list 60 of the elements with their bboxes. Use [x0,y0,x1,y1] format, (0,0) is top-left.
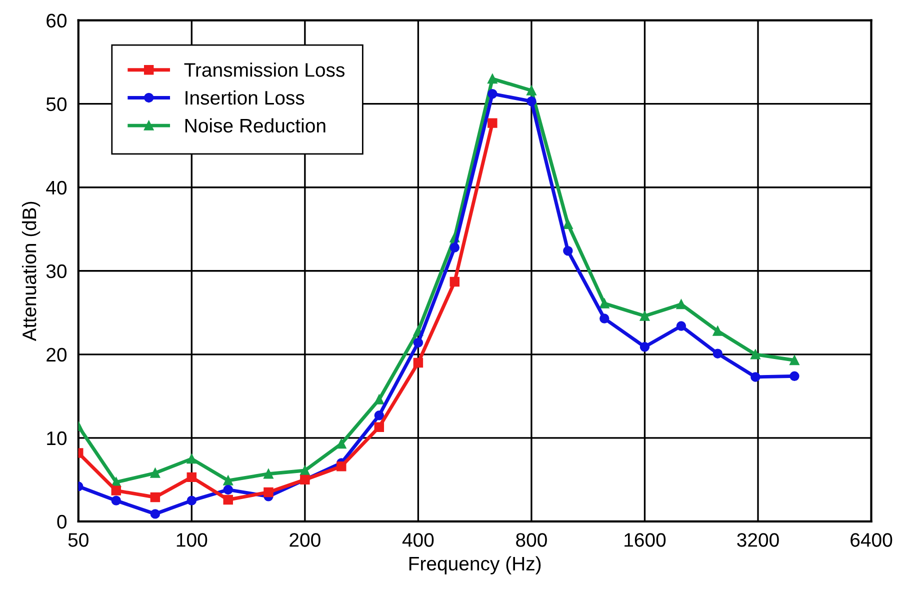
point [600,298,610,308]
point [600,314,610,324]
point [712,326,723,336]
point [186,472,197,482]
point [790,355,800,366]
x-tick-label: 800 [516,533,547,547]
point [150,468,160,478]
point [450,276,460,287]
point [223,484,233,495]
point [488,88,498,99]
legend-label: Noise Reduction [185,118,326,133]
x-tick-label: 100 [176,533,208,547]
y-tick-label: 30 [46,264,67,278]
y-tick-label: 60 [46,14,67,28]
point [676,299,686,310]
x-tick-label: 1600 [624,533,666,547]
point [223,494,233,505]
point [413,358,424,368]
x-tick-label: 3200 [737,533,779,547]
point [374,394,384,404]
point [526,96,536,106]
point [374,422,384,432]
point [264,487,274,498]
point [264,468,274,479]
point [413,338,424,348]
point [750,350,760,360]
point [111,496,122,506]
point [488,118,498,128]
y-tick-label: 40 [46,180,67,195]
point [186,496,197,506]
point [374,410,384,420]
y-tick-label: 50 [46,97,67,112]
point [526,86,536,96]
point [563,246,573,256]
x-tick-label: 200 [290,533,320,547]
x-tick-label: 6400 [850,533,892,547]
point [563,219,573,229]
x-axis-title: Frequency (Hz) [409,556,541,574]
y-tick-label: 20 [46,348,67,362]
point [336,461,346,472]
x-tick-label: 50 [68,533,88,547]
point [336,438,346,449]
point [300,466,310,476]
point [712,348,723,358]
point [750,372,760,382]
point [223,476,233,486]
y-tick-label: 0 [57,514,67,529]
point [450,242,460,252]
point [186,454,197,464]
point [790,371,800,381]
point [488,74,498,84]
y-tick-label: 10 [47,431,67,446]
x-tick-label: 400 [402,533,434,547]
point [150,509,160,519]
point [150,492,160,502]
legend-label: Insertion Loss [186,90,304,105]
point [111,486,122,496]
legend-label: Transmission Loss [184,62,344,77]
y-axis-title: Attenuation (dB) [22,202,40,342]
point [676,321,686,331]
